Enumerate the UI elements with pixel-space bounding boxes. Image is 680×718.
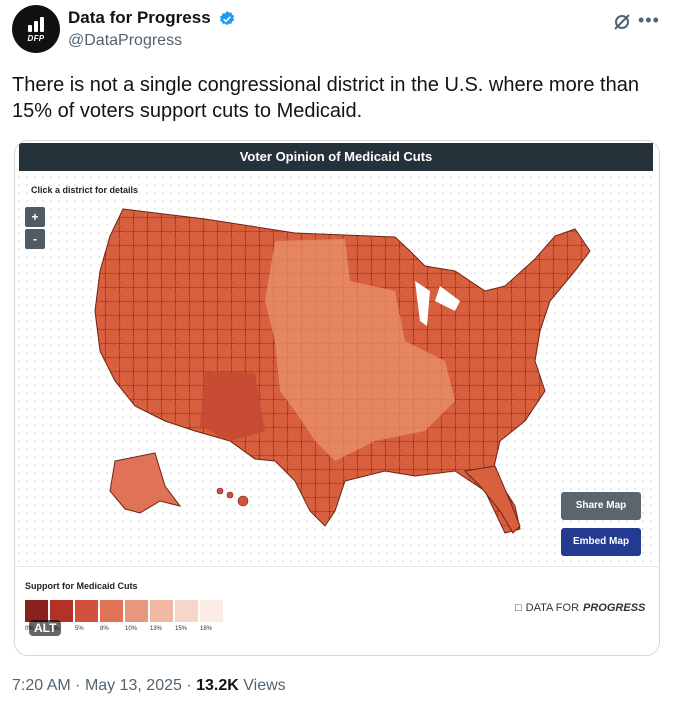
map-image-card[interactable]: Voter Opinion of Medicaid Cuts Click a d… — [14, 140, 660, 656]
us-district-map[interactable] — [15, 141, 659, 655]
separator: · — [75, 677, 81, 694]
handle[interactable]: @DataProgress — [68, 32, 183, 49]
legend-swatch — [75, 600, 98, 622]
legend-swatch — [150, 600, 173, 622]
brand-logo: □ DATA FOR PROGRESS — [515, 602, 645, 614]
hawaii-shape[interactable] — [216, 487, 249, 507]
map-title: Voter Opinion of Medicaid Cuts — [19, 143, 653, 171]
bar-chart-icon — [28, 16, 44, 32]
legend-swatch — [25, 600, 48, 622]
brand-bold: PROGRESS — [583, 602, 646, 614]
zoom-out-button[interactable]: - — [25, 229, 45, 249]
legend-tick: 5% — [75, 626, 84, 632]
florida-shape[interactable] — [463, 465, 521, 534]
legend-swatches — [25, 600, 225, 622]
legend: Support for Medicaid Cuts 0%3%5%8%10%13%… — [15, 566, 659, 655]
grok-icon[interactable] — [612, 12, 632, 32]
southwest-region-shape — [200, 371, 265, 441]
bar-chart-icon: □ — [515, 602, 522, 614]
verified-badge-icon — [219, 11, 235, 26]
great-lakes-shape — [415, 281, 460, 326]
legend-tick: 18% — [200, 626, 213, 632]
legend-tick: 8% — [100, 626, 109, 632]
legend-swatch — [175, 600, 198, 622]
separator: · — [186, 677, 192, 694]
legend-swatch — [100, 600, 123, 622]
tweet-meta: 7:20 AM · May 13, 2025 · 13.2K Views — [12, 677, 286, 695]
share-map-button[interactable]: Share Map — [561, 492, 641, 520]
brand-prefix: DATA FOR — [525, 602, 580, 614]
plains-region-shape — [265, 239, 455, 461]
more-icon[interactable]: ••• — [638, 10, 660, 30]
legend-tick: 15% — [175, 626, 188, 632]
embed-map-button[interactable]: Embed Map — [561, 528, 641, 556]
avatar[interactable]: DFP — [12, 5, 60, 53]
legend-tick: 10% — [125, 626, 138, 632]
alaska-shape[interactable] — [109, 452, 182, 514]
legend-tick: 13% — [150, 626, 163, 632]
tweet-date[interactable]: May 13, 2025 — [84, 677, 182, 694]
legend-swatch — [125, 600, 148, 622]
alt-badge[interactable]: ALT — [29, 620, 62, 636]
views-label: Views — [243, 677, 286, 694]
views-count: 13.2K — [196, 677, 239, 694]
tweet-text: There is not a single congressional dist… — [12, 74, 639, 122]
legend-title: Support for Medicaid Cuts — [25, 581, 138, 591]
legend-swatch — [200, 600, 223, 622]
display-name[interactable]: Data for Progress — [68, 8, 211, 27]
avatar-text: DFP — [27, 33, 45, 43]
legend-swatch — [50, 600, 73, 622]
tweet-time[interactable]: 7:20 AM — [12, 677, 71, 694]
click-hint: Click a district for details — [31, 185, 139, 195]
zoom-in-button[interactable]: + — [25, 207, 45, 227]
